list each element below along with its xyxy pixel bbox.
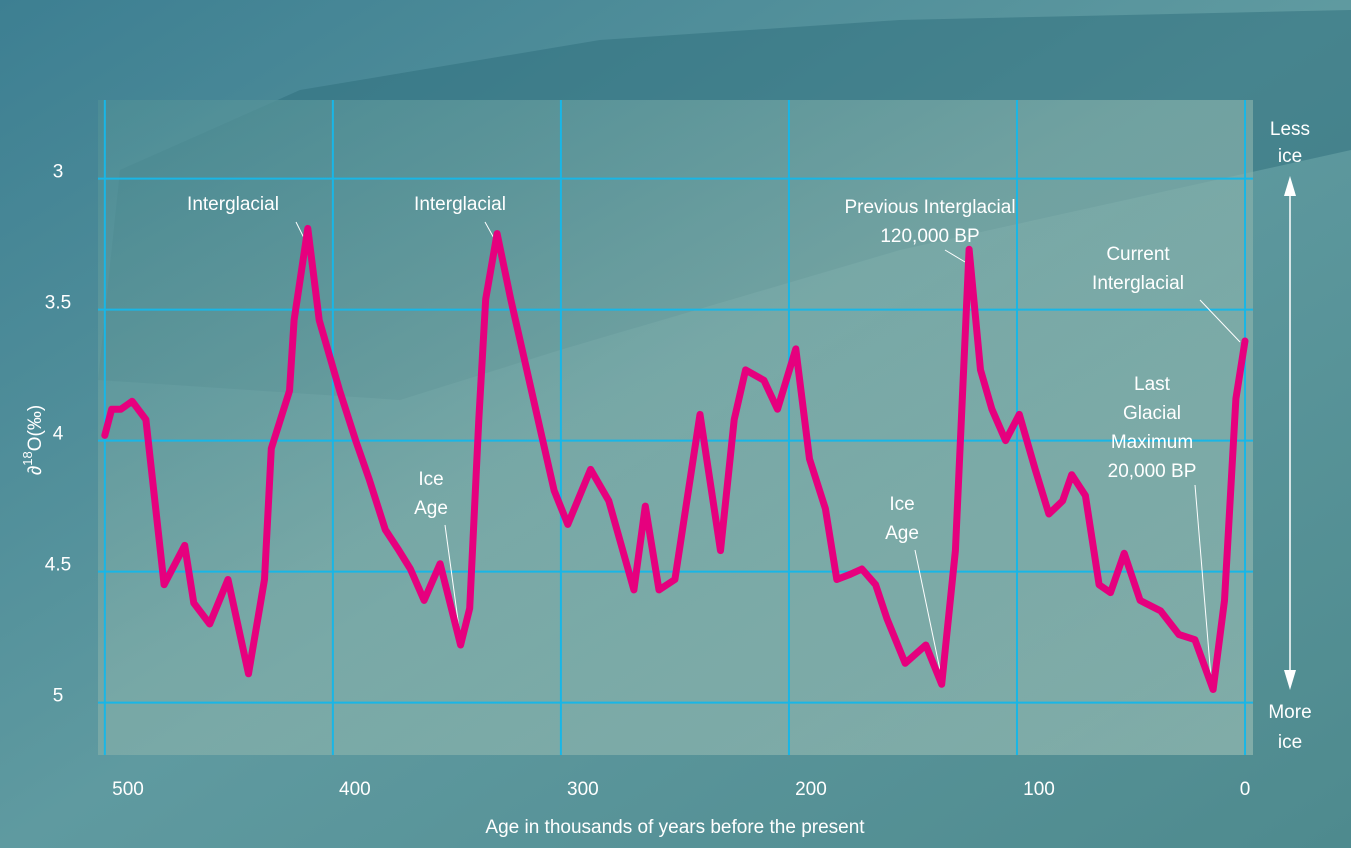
leader-line [944, 249, 966, 263]
annotation: 120,000 BP [880, 226, 979, 247]
annotation: Age [414, 498, 448, 519]
y-label-sup: 18 [20, 451, 35, 465]
y-tick-label: 3 [53, 162, 64, 183]
y-label-part: ∂ [25, 466, 46, 475]
data-line [101, 224, 1249, 693]
leader-line [444, 524, 461, 636]
annotation: Last [1134, 374, 1171, 395]
y-tick-label: 4 [53, 424, 64, 445]
annotation: Interglacial [414, 194, 506, 215]
y-tick-label: 3.5 [45, 293, 71, 314]
arrow-head [1284, 670, 1296, 690]
annotation: Previous Interglacial [844, 197, 1015, 218]
plot-area [98, 100, 1253, 755]
y-tick-label: 5 [53, 686, 64, 707]
annotation: Interglacial [187, 194, 279, 215]
x-tick-label: 100 [1023, 779, 1055, 800]
annotation: Maximum [1111, 432, 1193, 453]
annotation: Ice [418, 469, 443, 490]
annotation: Interglacial [1092, 273, 1184, 294]
annotation: 20,000 BP [1108, 461, 1197, 482]
annotation: Glacial [1123, 403, 1181, 424]
x-tick-label: 200 [795, 779, 827, 800]
annotation: Age [885, 523, 919, 544]
leader-line [914, 549, 941, 671]
side-label: Less [1270, 119, 1310, 140]
side-label: ice [1278, 732, 1302, 753]
y-axis-label: ∂18O(‰) [20, 405, 46, 475]
x-tick-label: 0 [1240, 779, 1251, 800]
leader-line [1194, 484, 1213, 691]
x-tick-label: 300 [567, 779, 599, 800]
x-tick-label: 400 [339, 779, 371, 800]
annotation: Ice [889, 494, 914, 515]
x-axis-label: Age in thousands of years before the pre… [485, 817, 865, 838]
leader-line [1199, 299, 1241, 343]
side-label: More [1268, 702, 1311, 723]
side-label: ice [1278, 146, 1302, 167]
arrow-head [1284, 176, 1296, 196]
y-tick-label: 4.5 [45, 555, 71, 576]
x-tick-label: 500 [112, 779, 144, 800]
y-label-part: O(‰) [25, 405, 46, 451]
annotation: Current [1106, 244, 1170, 265]
